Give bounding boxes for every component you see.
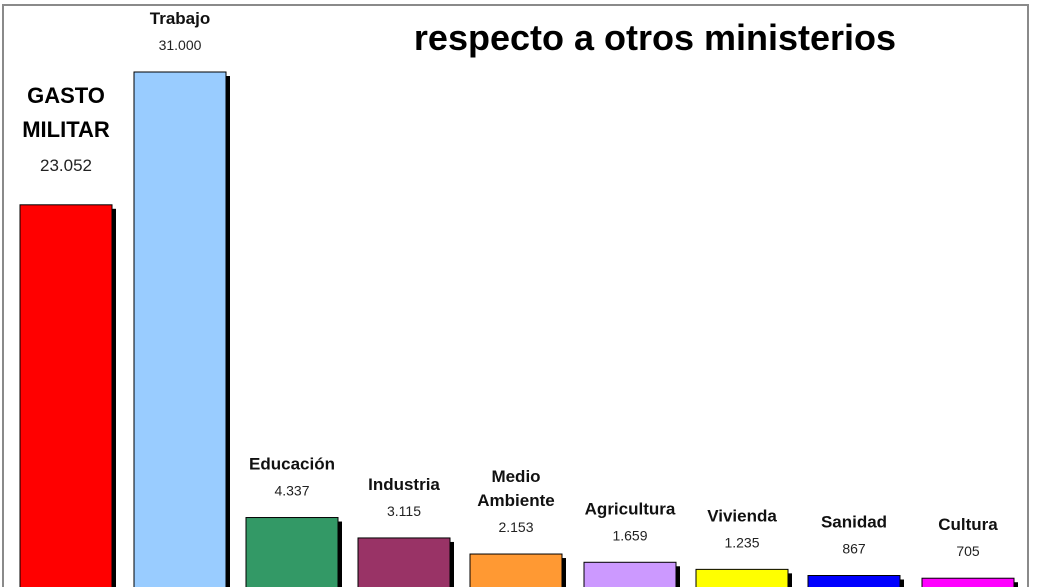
category-label: GASTO [27,83,105,108]
bar [357,537,451,587]
bar [245,517,339,587]
bar [807,575,901,587]
chart-frame [2,4,1029,587]
category-label: Sanidad [821,513,887,532]
category-label: MILITAR [22,117,110,142]
category-label: Trabajo [150,9,210,28]
bar-group: 23.052 GASTO MILITAR 31.000 Trabajo 4.337 Educ… [19,9,1018,587]
category-label: Industria [368,475,440,494]
chart-title: respecto a otros ministerios [414,17,896,58]
category-label: Educación [249,455,335,474]
category-label: Vivienda [707,506,777,525]
value-label: 23.052 [40,156,92,175]
category-label: Ambiente [477,491,554,510]
bar [133,71,227,587]
category-label: Medio [491,467,540,486]
value-label: 4.337 [274,483,309,499]
bar [695,568,789,587]
value-label: 1.659 [612,527,647,543]
bar [469,553,563,587]
bar [583,561,677,587]
bar [19,204,113,587]
bar [921,577,1015,587]
value-label: 2.153 [498,519,533,535]
value-label: 705 [956,543,980,559]
category-label: Agricultura [585,499,676,518]
value-label: 3.115 [387,503,421,519]
value-label: 31.000 [159,37,202,53]
category-label: Cultura [938,515,998,534]
value-label: 1.235 [724,534,759,550]
value-label: 867 [842,541,866,557]
